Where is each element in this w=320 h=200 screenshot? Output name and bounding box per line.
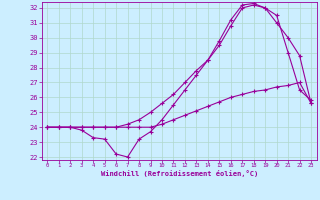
X-axis label: Windchill (Refroidissement éolien,°C): Windchill (Refroidissement éolien,°C) <box>100 170 258 177</box>
